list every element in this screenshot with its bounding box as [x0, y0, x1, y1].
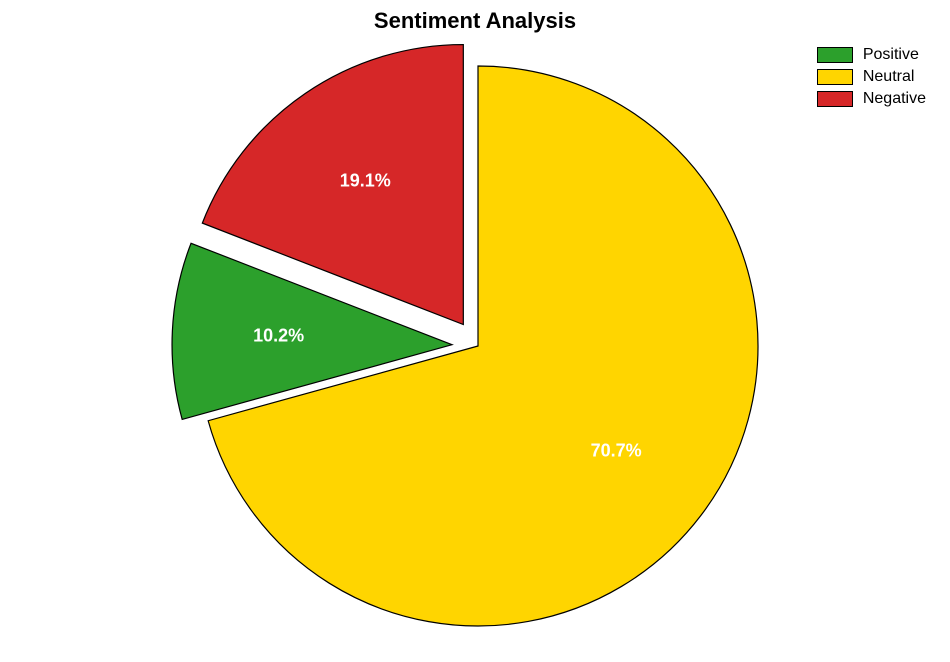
legend-item-positive: Positive — [817, 46, 926, 64]
slice-label-negative: 19.1% — [340, 171, 391, 192]
legend-swatch-positive — [817, 47, 853, 63]
slice-label-neutral: 70.7% — [591, 441, 642, 462]
legend-item-neutral: Neutral — [817, 68, 926, 86]
legend-item-negative: Negative — [817, 90, 926, 108]
legend-swatch-negative — [817, 91, 853, 107]
legend-label-negative: Negative — [863, 90, 926, 108]
legend-swatch-neutral — [817, 69, 853, 85]
pie-chart-svg — [0, 0, 950, 662]
legend-label-neutral: Neutral — [863, 68, 915, 86]
slice-label-positive: 10.2% — [253, 325, 304, 346]
chart-container: Sentiment Analysis 19.1%10.2%70.7% Posit… — [0, 0, 950, 662]
legend: Positive Neutral Negative — [817, 46, 926, 112]
legend-label-positive: Positive — [863, 46, 919, 64]
